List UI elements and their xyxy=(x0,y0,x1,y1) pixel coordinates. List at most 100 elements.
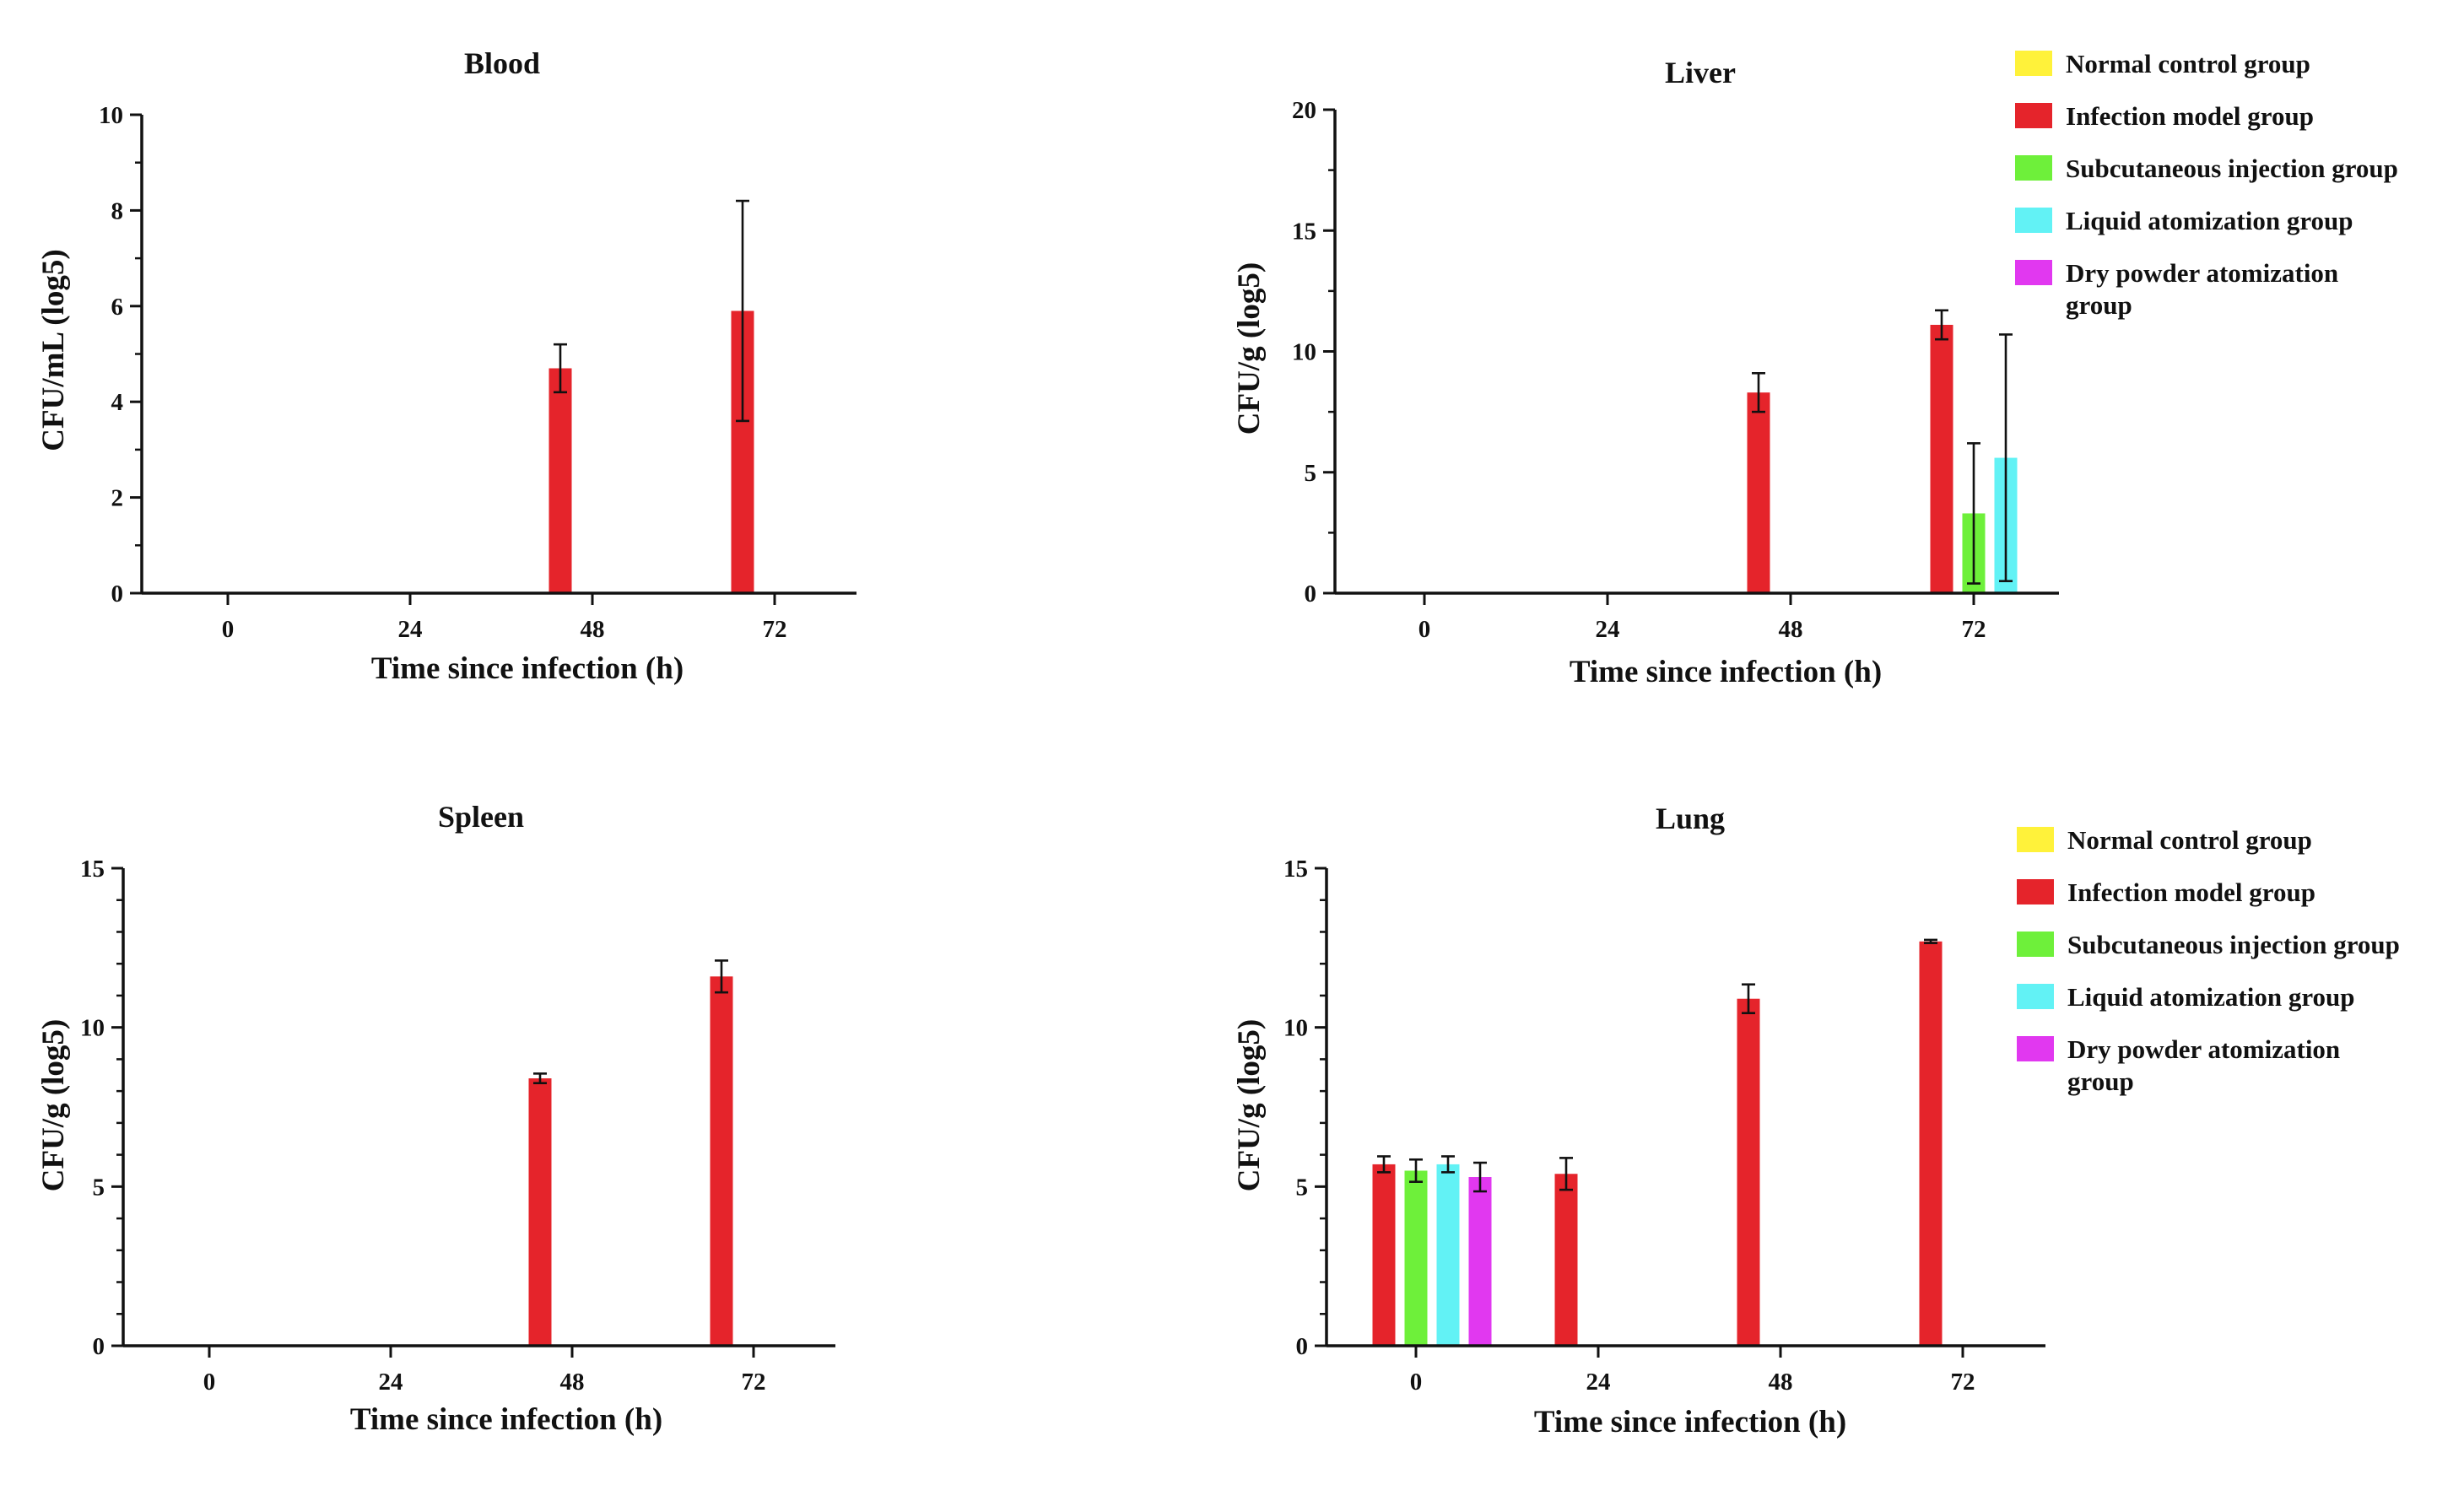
y-tick-label: 15 xyxy=(80,856,105,883)
plot-area: 0 5 10 15 0 24 48 72 xyxy=(1283,856,2045,1396)
x-tick-label: 72 xyxy=(1962,616,1986,643)
legend-item-infection: Infection model group xyxy=(2017,878,2315,907)
error-bar xyxy=(1473,1161,1487,1193)
error-bar xyxy=(715,959,728,994)
y-axis-label: CFU/g (log5) xyxy=(1232,262,1267,435)
x-axis-label: Time since infection (h) xyxy=(1570,655,1882,689)
chart-title: Lung xyxy=(1656,802,1725,835)
legend-label: Liquid atomization group xyxy=(2067,982,2355,1012)
x-tick-label: 72 xyxy=(763,616,787,643)
error-bar xyxy=(1967,442,1980,585)
legend-item-infection: Infection model group xyxy=(2015,101,2314,131)
x-tick-label: 48 xyxy=(560,1369,585,1396)
legend-swatch xyxy=(2015,51,2052,76)
error-bar xyxy=(1935,309,1948,341)
legend-swatch xyxy=(2017,879,2054,904)
chart-title: Blood xyxy=(464,46,540,80)
y-tick-label: 10 xyxy=(1283,1015,1308,1042)
error-bar xyxy=(1441,1155,1455,1174)
y-tick-label: 0 xyxy=(93,1333,105,1360)
y-tick-label: 6 xyxy=(111,294,124,321)
x-tick-label: 48 xyxy=(1769,1369,1793,1396)
error-bar xyxy=(1559,1157,1573,1191)
legend-label-line: group xyxy=(2067,1066,2134,1096)
legend-item-subcutaneous: Subcutaneous injection group xyxy=(2015,154,2398,183)
bar-liquid xyxy=(1436,1164,1460,1346)
legend-label: Dry powder atomization group xyxy=(2066,258,2338,320)
x-tick-label: 0 xyxy=(222,616,235,643)
chart-title: Liver xyxy=(1665,56,1736,89)
bar-infection xyxy=(1554,1174,1578,1346)
legend-swatch xyxy=(2015,260,2052,285)
y-tick-label: 8 xyxy=(111,197,124,224)
y-tick-label: 0 xyxy=(1305,580,1317,608)
y-tick-label: 0 xyxy=(111,580,124,608)
legend-swatch xyxy=(2017,932,2054,957)
legend-label: Dry powder atomization group xyxy=(2067,1034,2340,1096)
error-bar xyxy=(554,343,567,394)
legend-label: Liquid atomization group xyxy=(2066,206,2353,235)
chart-liver: Liver CFU/g (log5) Time since infection … xyxy=(1232,49,2398,689)
x-axis-label: Time since infection (h) xyxy=(371,651,684,686)
bar-infection xyxy=(528,1078,552,1346)
legend-label-line: Dry powder atomization xyxy=(2066,258,2338,288)
legend-item-subcutaneous: Subcutaneous injection group xyxy=(2017,930,2400,959)
legend-label-line: group xyxy=(2066,290,2132,320)
y-axis-label: CFU/mL (log5) xyxy=(36,249,71,451)
error-bar xyxy=(1409,1158,1423,1183)
y-tick-label: 10 xyxy=(80,1015,105,1042)
legend-swatch xyxy=(2015,208,2052,233)
x-tick-label: 24 xyxy=(1586,1369,1611,1396)
y-tick-label: 20 xyxy=(1292,97,1316,124)
x-tick-label: 0 xyxy=(1418,616,1431,643)
bar-infection xyxy=(1737,998,1760,1346)
legend-item-normal: Normal control group xyxy=(2015,49,2310,78)
legend-item-drypowder: Dry powder atomization group xyxy=(2015,258,2338,320)
legend-swatch xyxy=(2017,1036,2054,1061)
y-tick-label: 5 xyxy=(1305,460,1317,487)
error-bar xyxy=(1924,938,1937,944)
bar-infection xyxy=(1930,324,1953,593)
legend-item-drypowder: Dry powder atomization group xyxy=(2017,1034,2340,1096)
error-bar xyxy=(1742,983,1755,1014)
y-axis-label: CFU/g (log5) xyxy=(36,1019,71,1192)
legend-label: Normal control group xyxy=(2067,825,2312,855)
y-tick-label: 0 xyxy=(1296,1333,1309,1360)
x-tick-label: 72 xyxy=(1951,1369,1975,1396)
legend-label: Subcutaneous injection group xyxy=(2067,930,2400,959)
legend-swatch xyxy=(2015,103,2052,128)
bar-infection xyxy=(1372,1164,1396,1346)
plot-area: 0 5 10 15 20 0 24 48 72 xyxy=(1292,97,2059,643)
legend-label: Infection model group xyxy=(2066,101,2314,131)
legend-label: Normal control group xyxy=(2066,49,2310,78)
y-axis-label: CFU/g (log5) xyxy=(1232,1019,1267,1192)
legend: Normal control group Infection model grou… xyxy=(2015,49,2398,320)
legend: Normal control group Infection model grou… xyxy=(2017,825,2400,1096)
bar-infection xyxy=(1919,941,1943,1346)
bar-subcutaneous xyxy=(1404,1170,1428,1346)
legend-item-liquid: Liquid atomization group xyxy=(2017,982,2355,1012)
x-tick-label: 24 xyxy=(379,1369,403,1396)
bar-infection xyxy=(710,976,733,1346)
x-tick-label: 24 xyxy=(1596,616,1620,643)
bar-infection xyxy=(1747,392,1770,593)
plot-area: 0 5 10 15 0 24 48 72 xyxy=(80,856,835,1396)
y-tick-label: 15 xyxy=(1283,856,1308,883)
x-tick-label: 48 xyxy=(581,616,605,643)
x-tick-label: 48 xyxy=(1779,616,1803,643)
y-tick-label: 5 xyxy=(93,1174,105,1201)
legend-item-normal: Normal control group xyxy=(2017,825,2312,855)
x-axis-label: Time since infection (h) xyxy=(350,1402,662,1437)
y-tick-label: 2 xyxy=(111,485,124,512)
legend-label-line: Dry powder atomization xyxy=(2067,1034,2340,1064)
legend-swatch xyxy=(2015,155,2052,181)
y-tick-label: 10 xyxy=(1292,339,1316,366)
error-bar xyxy=(533,1072,547,1084)
chart-lung: Lung CFU/g (log5) Time since infection (… xyxy=(1232,802,2400,1439)
legend-swatch xyxy=(2017,984,2054,1009)
x-tick-label: 72 xyxy=(742,1369,766,1396)
x-axis-label: Time since infection (h) xyxy=(1534,1405,1846,1439)
error-bar xyxy=(1999,333,2013,582)
